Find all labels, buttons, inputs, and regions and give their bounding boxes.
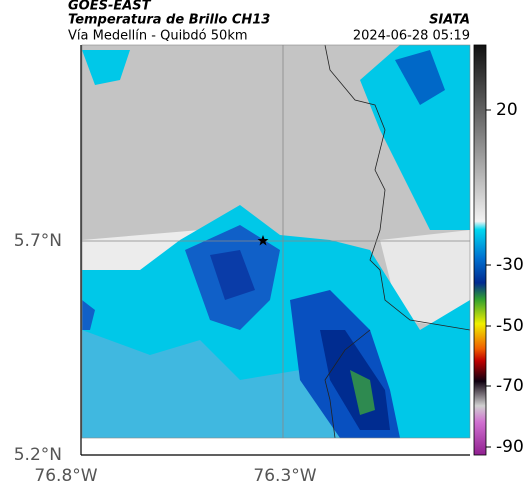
colorbar-tick-label: 20 (496, 100, 518, 120)
source: SIATA (429, 13, 470, 28)
title: GOES-EAST (68, 0, 152, 14)
lat-label: 5.2°N (14, 445, 62, 465)
colorbar-tick-label: -70 (496, 376, 524, 396)
route: Vía Medellín - Quibdó 50km (68, 29, 248, 44)
subtitle: Temperatura de Brillo CH13 (68, 13, 270, 28)
lon-label: 76.3°W (253, 466, 316, 486)
satellite-image (82, 45, 470, 438)
colorbar-ticks: 20 -30 -50 -70 -90 (486, 100, 524, 457)
colorbar-tick-label: -30 (496, 255, 524, 275)
timestamp: 2024-06-28 05:19 (353, 29, 470, 44)
colorbar-tick-label: -90 (496, 437, 524, 457)
lon-label: 76.8°W (34, 466, 97, 486)
map-frame (81, 44, 471, 439)
colorbar-tick-label: -50 (496, 316, 524, 336)
colorbar (473, 44, 487, 456)
lat-label: 5.7°N (14, 231, 62, 251)
